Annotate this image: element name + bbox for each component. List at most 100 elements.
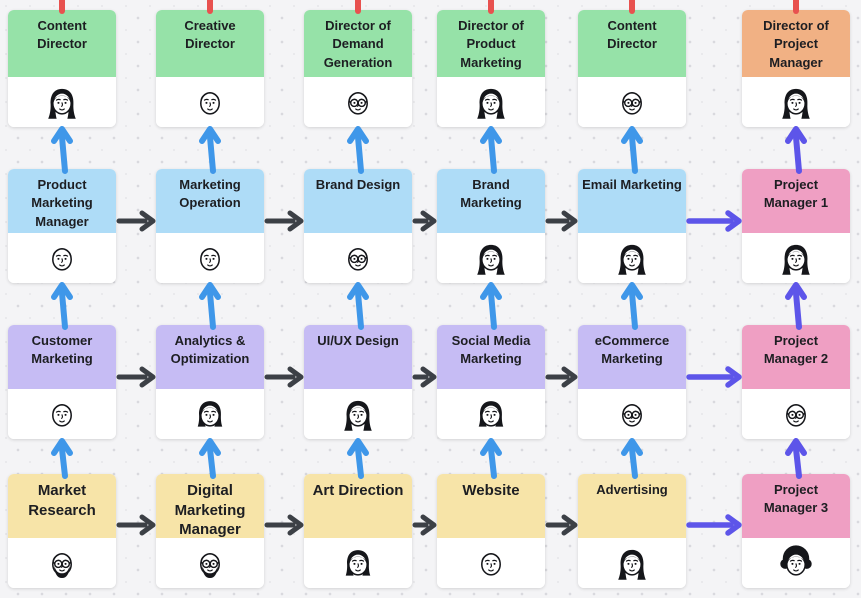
reports-up-connector[interactable]: [51, 282, 73, 330]
reports-up-connector[interactable]: [51, 438, 73, 479]
card-content-director[interactable]: Content Director: [8, 10, 116, 127]
org-card-header: Project Manager 3: [742, 474, 850, 538]
card-advertising[interactable]: Advertising: [578, 474, 686, 588]
man-glasses-icon: [335, 77, 381, 127]
org-card-header: Director of Project Manager: [742, 10, 850, 77]
org-card-body: [742, 389, 850, 439]
man-short-hair-icon: [39, 233, 85, 283]
flow-right-connector[interactable]: [545, 366, 578, 388]
woman-curly-short-icon: [187, 389, 233, 439]
reports-up-connector[interactable]: [480, 282, 502, 330]
reports-up-connector[interactable]: [621, 282, 643, 330]
card-website[interactable]: Website: [437, 474, 545, 588]
flow-right-connector[interactable]: [545, 514, 578, 536]
org-card-header: Marketing Operation: [156, 169, 264, 233]
flow-right-connector[interactable]: [545, 210, 578, 232]
reports-up-connector[interactable]: [621, 438, 643, 479]
reports-up-connector[interactable]: [51, 126, 73, 174]
flow-right-connector[interactable]: [412, 210, 437, 232]
org-card-title: UI/UX Design: [317, 333, 399, 348]
reports-up-connector[interactable]: [785, 126, 807, 174]
reports-up-connector[interactable]: [480, 438, 502, 479]
org-card-header: Project Manager 2: [742, 325, 850, 389]
org-card-header: Content Director: [8, 10, 116, 77]
org-card-header: Content Director: [578, 10, 686, 77]
org-card-body: [742, 77, 850, 127]
reports-up-connector[interactable]: [621, 126, 643, 174]
flow-right-connector[interactable]: [264, 366, 304, 388]
reports-up-connector[interactable]: [480, 126, 502, 174]
org-card-title: Market Research: [28, 482, 96, 519]
man-glasses-beard-icon: [187, 538, 233, 588]
woman-bangs-icon: [609, 233, 655, 283]
card-content-director[interactable]: Content Director: [578, 10, 686, 127]
flow-right-connector[interactable]: [264, 210, 304, 232]
flow-right-connector[interactable]: [116, 366, 156, 388]
card-director-of-project-manager[interactable]: Director of Project Manager: [742, 10, 850, 127]
flow-right-connector[interactable]: [116, 210, 156, 232]
reports-up-connector[interactable]: [347, 282, 369, 330]
card-market-research[interactable]: Market Research: [8, 474, 116, 588]
card-email-marketing[interactable]: Email Marketing: [578, 169, 686, 283]
flow-right-connector[interactable]: [264, 514, 304, 536]
reports-up-connector[interactable]: [785, 438, 807, 479]
org-card-header: eCommerce Marketing: [578, 325, 686, 389]
org-card-title: Advertising: [596, 482, 668, 497]
card-marketing-operation[interactable]: Marketing Operation: [156, 169, 264, 283]
org-card-title: Analytics & Optimization: [170, 333, 250, 367]
card-creative-director[interactable]: Creative Director: [156, 10, 264, 127]
flow-right-connector[interactable]: [686, 210, 742, 232]
card-director-of-product-marketing[interactable]: Director of Product Marketing: [437, 10, 545, 127]
org-card-body: [8, 77, 116, 127]
reports-up-connector[interactable]: [347, 438, 369, 479]
card-analytics-optimization[interactable]: Analytics & Optimization: [156, 325, 264, 439]
org-card-title: Social Media Marketing: [451, 333, 531, 367]
card-director-of-demand-generation[interactable]: Director of Demand Generation: [304, 10, 412, 127]
card-ecommerce-marketing[interactable]: eCommerce Marketing: [578, 325, 686, 439]
org-card-title: Content Director: [37, 18, 87, 52]
reports-up-connector[interactable]: [199, 438, 221, 479]
card-product-marketing-manager[interactable]: Product Marketing Manager: [8, 169, 116, 283]
org-card-header: Product Marketing Manager: [8, 169, 116, 233]
org-card-title: Director of Product Marketing: [458, 18, 524, 70]
card-project-manager-1[interactable]: Project Manager 1: [742, 169, 850, 283]
card-digital-marketing-manager[interactable]: Digital Marketing Manager: [156, 474, 264, 588]
org-card-header: Brand Marketing: [437, 169, 545, 233]
reports-up-connector[interactable]: [199, 126, 221, 174]
man-glasses-beard-icon: [39, 538, 85, 588]
org-card-body: [156, 538, 264, 588]
card-ui-ux-design[interactable]: UI/UX Design: [304, 325, 412, 439]
woman-long-hair-icon: [39, 77, 85, 127]
card-art-direction[interactable]: Art Direction: [304, 474, 412, 588]
org-card-title: Art Direction: [312, 482, 404, 499]
flow-right-connector[interactable]: [412, 366, 437, 388]
reports-up-connector[interactable]: [199, 282, 221, 330]
org-card-header: Director of Demand Generation: [304, 10, 412, 77]
reports-up-connector[interactable]: [347, 126, 369, 174]
card-customer-marketing[interactable]: Customer Marketing: [8, 325, 116, 439]
org-card-title: Content Director: [607, 18, 657, 52]
card-brand-marketing[interactable]: Brand Marketing: [437, 169, 545, 283]
woman-curly-hair-icon: [773, 77, 819, 127]
card-brand-design[interactable]: Brand Design: [304, 169, 412, 283]
flow-right-connector[interactable]: [412, 514, 437, 536]
man-short-hair-icon: [468, 538, 514, 588]
woman-long-hair-icon: [468, 233, 514, 283]
org-card-body: [742, 233, 850, 283]
org-card-body: [156, 233, 264, 283]
card-project-manager-2[interactable]: Project Manager 2: [742, 325, 850, 439]
reports-up-connector[interactable]: [785, 282, 807, 330]
flow-right-connector[interactable]: [686, 514, 742, 536]
org-card-header: Brand Design: [304, 169, 412, 233]
flow-right-connector[interactable]: [686, 366, 742, 388]
card-project-manager-3[interactable]: Project Manager 3: [742, 474, 850, 588]
woman-afro-icon: [773, 538, 819, 588]
org-card-body: [156, 77, 264, 127]
org-card-body: [437, 538, 545, 588]
org-card-body: [8, 538, 116, 588]
flow-right-connector[interactable]: [116, 514, 156, 536]
card-social-media-marketing[interactable]: Social Media Marketing: [437, 325, 545, 439]
org-card-title: Website: [462, 482, 520, 499]
